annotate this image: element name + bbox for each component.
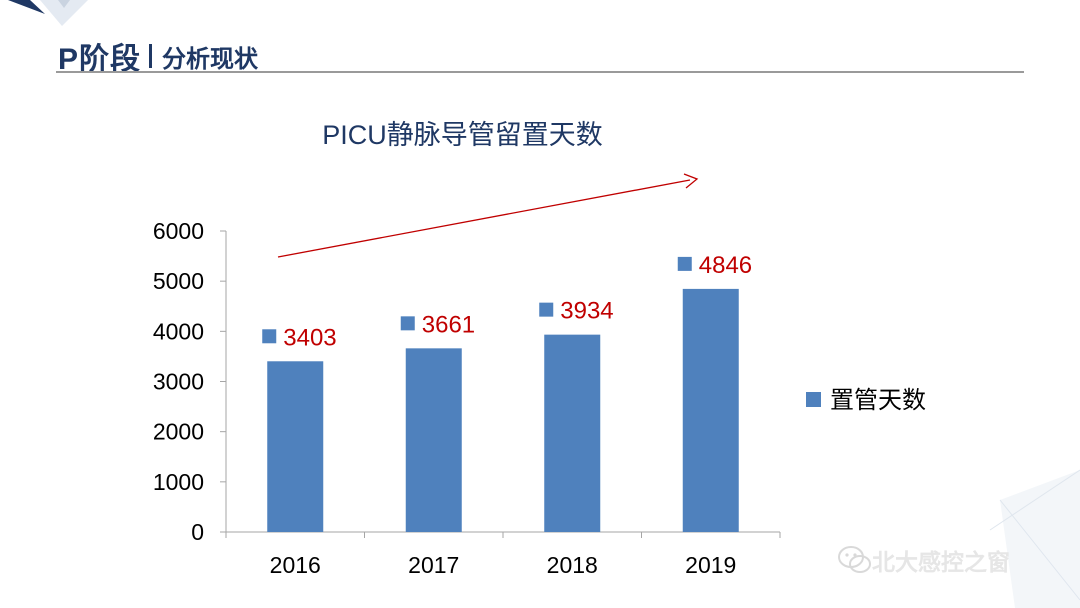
bar [544, 334, 601, 532]
x-tick-label: 2019 [685, 552, 736, 578]
y-tick-label: 6000 [153, 218, 204, 244]
data-label-key [677, 256, 692, 271]
slide-header: P阶段 分析现状 [58, 36, 258, 76]
data-label: 4846 [699, 252, 752, 279]
trend-arrow-head [683, 173, 699, 189]
data-label-key [262, 329, 277, 344]
bar [405, 348, 462, 532]
header-divider [56, 71, 1024, 73]
data-label: 3934 [560, 298, 613, 325]
chart-title: PICU静脉导管留置天数 [322, 120, 603, 150]
data-label-key [400, 316, 415, 331]
y-tick-label: 1000 [153, 469, 204, 495]
page-subtitle: 分析现状 [162, 45, 259, 73]
y-tick-label: 0 [191, 519, 204, 545]
y-tick-label: 3000 [153, 369, 204, 395]
title-separator [149, 44, 153, 68]
data-label: 3661 [422, 311, 475, 338]
legend-label: 置管天数 [830, 387, 926, 414]
x-tick-label: 2017 [408, 552, 459, 578]
watermark: 北大感控之窗 [838, 543, 1010, 577]
y-tick-label: 4000 [153, 318, 204, 344]
x-tick-label: 2016 [270, 552, 321, 578]
wechat-icon [838, 546, 871, 573]
data-label-key [539, 302, 554, 317]
legend-swatch [806, 392, 821, 407]
y-tick-label: 5000 [153, 268, 204, 294]
data-label: 3403 [283, 324, 336, 351]
bar [682, 288, 739, 532]
x-tick-label: 2018 [547, 552, 598, 578]
page-title: P阶段 [58, 43, 142, 76]
trend-arrow [277, 179, 691, 258]
y-tick-label: 2000 [153, 419, 204, 445]
watermark-text: 北大感控之窗 [872, 549, 1010, 575]
bar [267, 361, 324, 532]
